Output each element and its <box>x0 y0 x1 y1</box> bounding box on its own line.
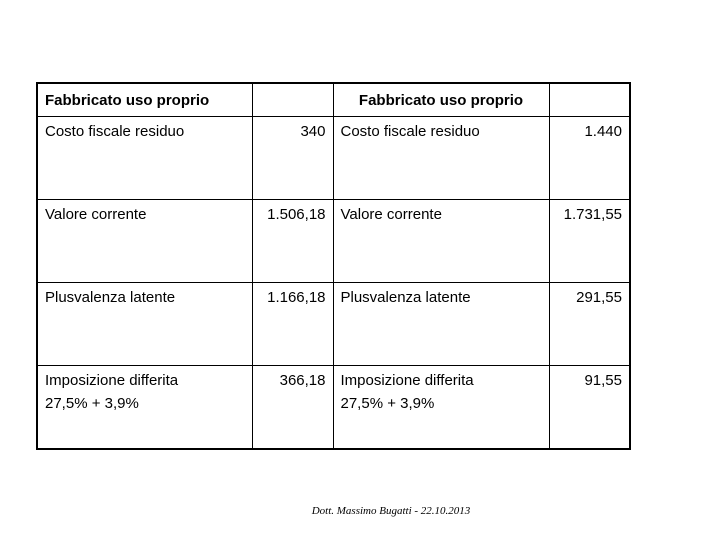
value-cell: 291,55 <box>548 282 631 366</box>
label-cell: Plusvalenza latente <box>36 282 253 366</box>
cell-line: Valore corrente <box>340 206 442 223</box>
table-row: Valore corrente 1.506,18 Valore corrente 1.… <box>36 199 631 283</box>
cell-line: Plusvalenza latente <box>45 289 176 306</box>
cell-line: Imposizione differita <box>45 372 179 389</box>
value-cell: 1.731,55 <box>548 199 631 283</box>
header-cell: Fabbricato uso proprio <box>36 82 253 117</box>
value-cell: 1.166,18 <box>251 282 334 366</box>
label-cell: Plusvalenza latente <box>332 282 550 366</box>
header-cell: Fabbricato uso proprio <box>332 82 550 117</box>
cell-line: 27,5% + 3,9% <box>340 395 435 412</box>
cell-line: Plusvalenza latente <box>340 289 471 306</box>
label-cell: Valore corrente <box>36 199 253 283</box>
label-cell: Imposizione differita 27,5% + 3,9% <box>36 365 253 450</box>
table-row: Plusvalenza latente 1.166,18 Plusvalenza l… <box>36 282 631 366</box>
value-cell: 1.506,18 <box>251 199 334 283</box>
label-cell: Costo fiscale residuo <box>36 116 253 200</box>
value-cell: 1.440 <box>548 116 631 200</box>
cell-line: Valore corrente <box>45 206 147 223</box>
label-cell: Valore corrente <box>332 199 550 283</box>
value-cell: 91,55 <box>548 365 631 450</box>
cell-line: Costo fiscale residuo <box>45 123 185 140</box>
label-cell: Costo fiscale residuo <box>332 116 550 200</box>
cell-line: 27,5% + 3,9% <box>45 395 139 412</box>
header-row: Fabbricato uso proprio Fabbricato uso pr… <box>36 82 631 117</box>
value-cell: 340 <box>251 116 334 200</box>
cell-line: Costo fiscale residuo <box>340 123 480 140</box>
label-cell: Imposizione differita 27,5% + 3,9% <box>332 365 550 450</box>
header-cell-empty <box>548 82 631 117</box>
comparison-table: Fabbricato uso proprio Fabbricato uso pr… <box>36 82 631 450</box>
table-row: Costo fiscale residuo 340 Costo fiscale re… <box>36 116 631 200</box>
footer: Dott. Massimo Bugatti - 22.10.2013 <box>311 505 471 517</box>
table-row: Imposizione differita 27,5% + 3,9% 366,18 I… <box>36 365 631 450</box>
cell-line: Imposizione differita <box>340 372 474 389</box>
header-cell-empty <box>251 82 334 117</box>
value-cell: 366,18 <box>251 365 334 450</box>
